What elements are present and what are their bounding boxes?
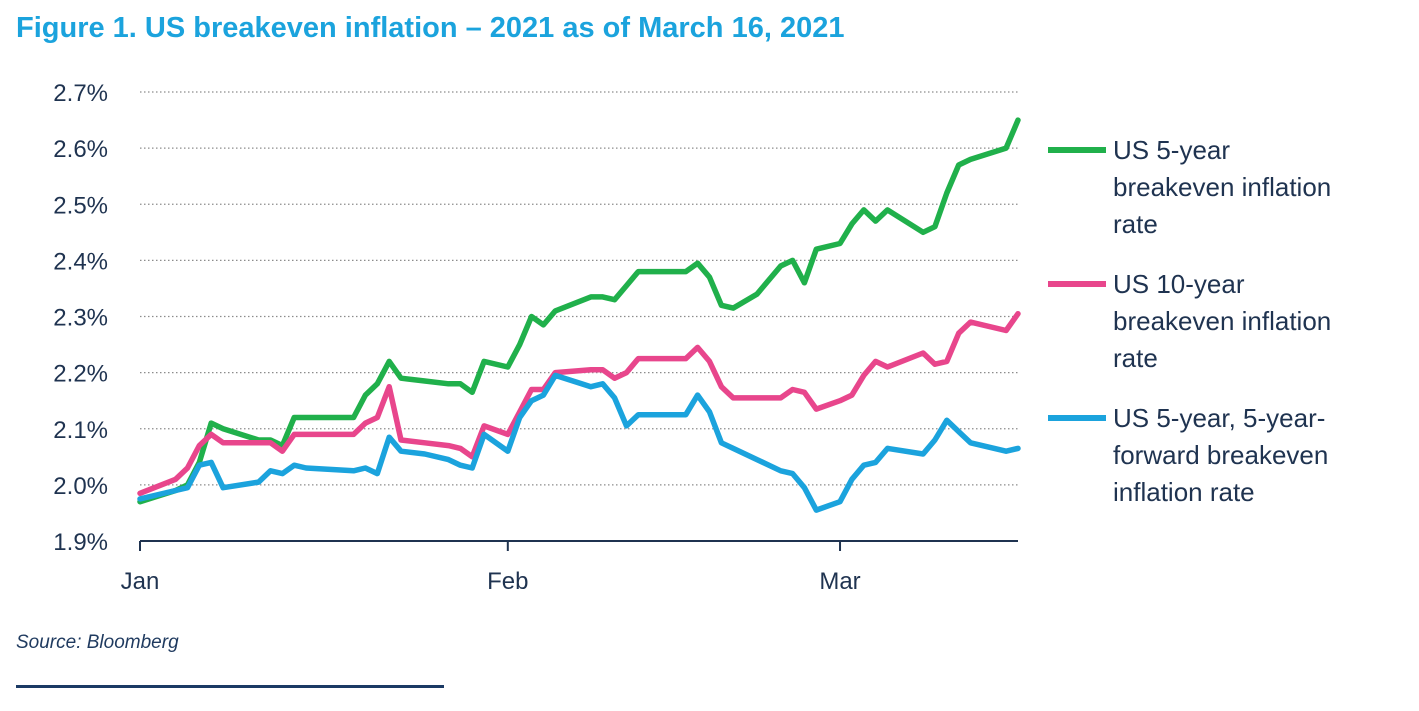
y-tick-label: 2.1% — [53, 417, 108, 444]
y-tick-label: 2.6% — [53, 136, 108, 163]
series-line-3 — [137, 372, 1021, 513]
y-tick-label: 2.7% — [53, 80, 108, 107]
series-line-1 — [137, 117, 1021, 505]
y-axis-ticks: 2.7% 2.6% 2.5% 2.4% 2.3% 2.2% 2.1% 2.0% 1.9% — [53, 80, 108, 556]
legend-label-3: US 5-year, 5-year- — [1113, 403, 1325, 433]
y-tick-label: 2.2% — [53, 361, 108, 388]
legend-label-2: breakeven inflation — [1113, 306, 1331, 336]
y-tick-label: 2.3% — [53, 305, 108, 332]
chart-title: Figure 1. US breakeven inflation – 2021 … — [16, 12, 845, 44]
source-note: Source: Bloomberg — [16, 632, 179, 653]
x-axis: Jan Feb Mar — [121, 540, 1018, 595]
y-tick-label: 2.5% — [53, 192, 108, 219]
x-tick-label: Mar — [819, 568, 860, 595]
x-tick-label: Feb — [487, 568, 528, 595]
x-tick-label: Jan — [121, 568, 160, 595]
footer-rule — [16, 685, 444, 688]
legend-label-1: rate — [1113, 209, 1158, 239]
legend-label-1: US 5-year — [1113, 135, 1230, 165]
gridlines — [140, 91, 1018, 486]
legend-label-1: breakeven inflation — [1113, 172, 1331, 202]
y-tick-label: 1.9% — [53, 529, 108, 556]
series-line-2 — [137, 310, 1021, 497]
legend-label-3: forward breakeven — [1113, 440, 1328, 470]
y-tick-label: 2.0% — [53, 473, 108, 500]
legend-label-3: inflation rate — [1113, 477, 1255, 507]
series-lines — [137, 117, 1021, 513]
legend-label-2: US 10-year — [1113, 269, 1245, 299]
y-tick-label: 2.4% — [53, 248, 108, 275]
legend: US 5-year breakeven inflation rate US 10-ye… — [1048, 135, 1331, 507]
legend-label-2: rate — [1113, 343, 1158, 373]
